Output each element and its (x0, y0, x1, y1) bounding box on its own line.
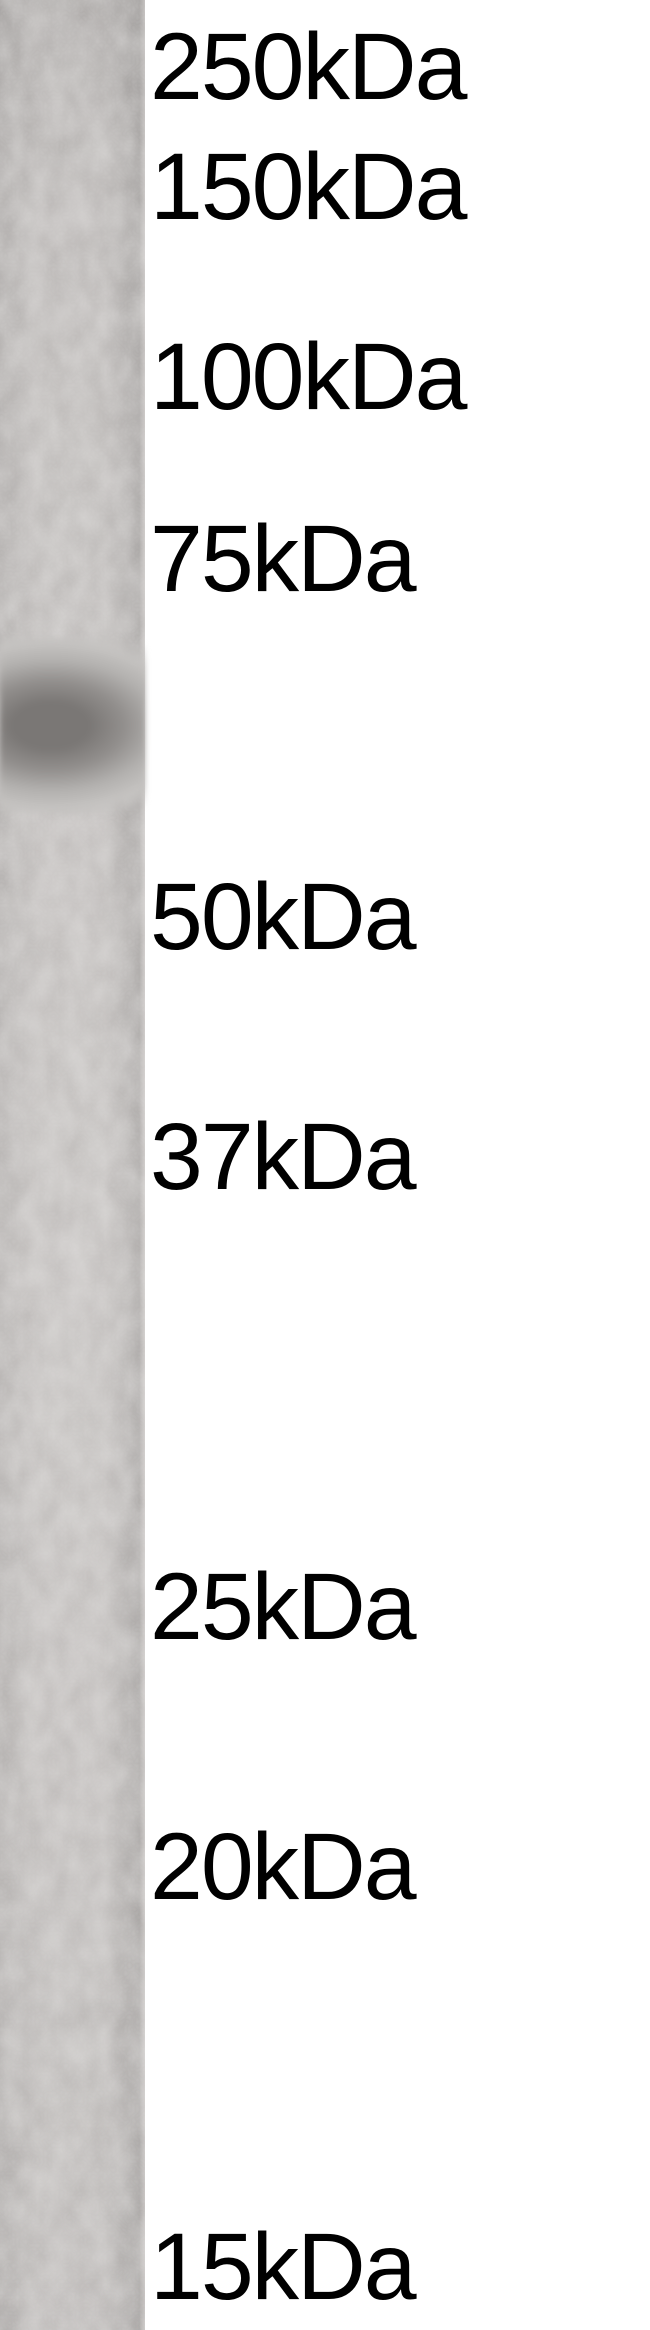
marker-label-37kda: 37kDa (150, 1110, 415, 1205)
marker-label-25kda: 25kDa (150, 1560, 415, 1655)
marker-label-250kda: 250kDa (150, 20, 465, 115)
marker-label-15kda: 15kDa (150, 2220, 415, 2315)
marker-label-20kda: 20kDa (150, 1820, 415, 1915)
marker-label-75kda: 75kDa (150, 512, 415, 607)
marker-label-50kda: 50kDa (150, 870, 415, 965)
marker-label-100kda: 100kDa (150, 330, 465, 425)
blot-figure: 250kDa 150kDa 100kDa 75kDa 50kDa 37kDa 25kDa 20… (0, 0, 650, 2330)
marker-label-150kda: 150kDa (150, 140, 465, 235)
protein-band (0, 638, 145, 813)
blot-lane (0, 0, 145, 2330)
